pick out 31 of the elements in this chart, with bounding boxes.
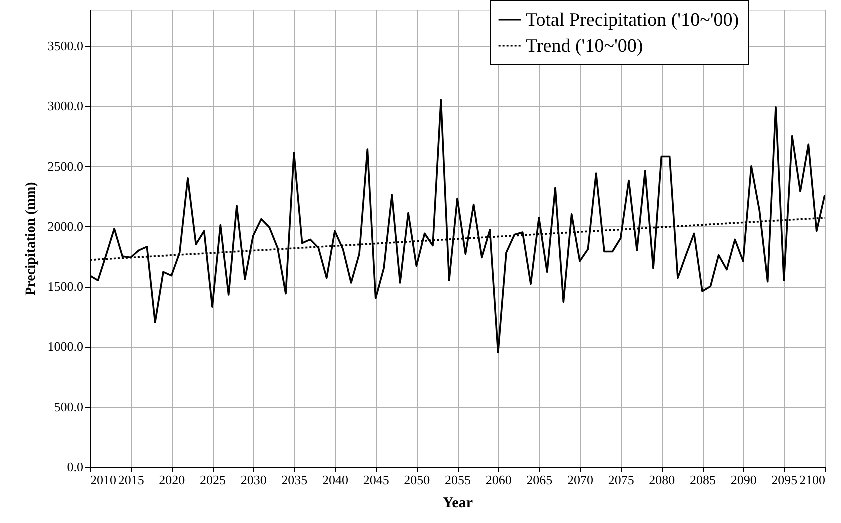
legend-label: Trend ('10~'00)	[526, 36, 644, 57]
x-tick-label: 2060	[486, 472, 512, 488]
x-tick-label: 2085	[690, 472, 716, 488]
x-axis-title: Year	[443, 496, 474, 512]
x-tick-label: 2055	[445, 472, 471, 488]
x-tick-label: 2015	[118, 472, 144, 488]
x-tick-label: 2095	[772, 472, 798, 488]
x-tick-label: 2020	[159, 472, 186, 488]
x-tick-label: 2025	[200, 472, 226, 488]
x-tick-label: 2010	[90, 472, 116, 488]
y-axis-title: Precipitation (mm)	[24, 182, 39, 296]
x-tick-label: 2065	[526, 472, 553, 488]
legend-label: Total Precipitation ('10~'00)	[526, 10, 740, 31]
y-tick-label: 2500.0	[48, 158, 84, 174]
x-tick-label: 2075	[608, 472, 634, 488]
y-tick-label: 3500.0	[48, 38, 84, 54]
x-tick-label: 2035	[282, 472, 308, 488]
x-tick-label: 2080	[649, 472, 676, 488]
x-tick-label: 2070	[568, 472, 594, 488]
y-tick-label: 0.0	[67, 460, 84, 474]
x-tick-label: 2090	[730, 472, 757, 488]
x-tick-label: 2100	[800, 472, 826, 488]
y-tick-label: 500.0	[54, 399, 84, 414]
y-tick-label: 2000.0	[48, 218, 84, 234]
y-tick-label: 3000.0	[48, 98, 84, 114]
y-tick-label: 1000.0	[48, 339, 84, 354]
x-tick-label: 2045	[363, 472, 390, 488]
y-tick-label: 1500.0	[48, 279, 84, 294]
x-tick-label: 2050	[404, 472, 430, 488]
x-tick-label: 2040	[322, 472, 348, 488]
x-tick-label: 2030	[240, 472, 267, 488]
